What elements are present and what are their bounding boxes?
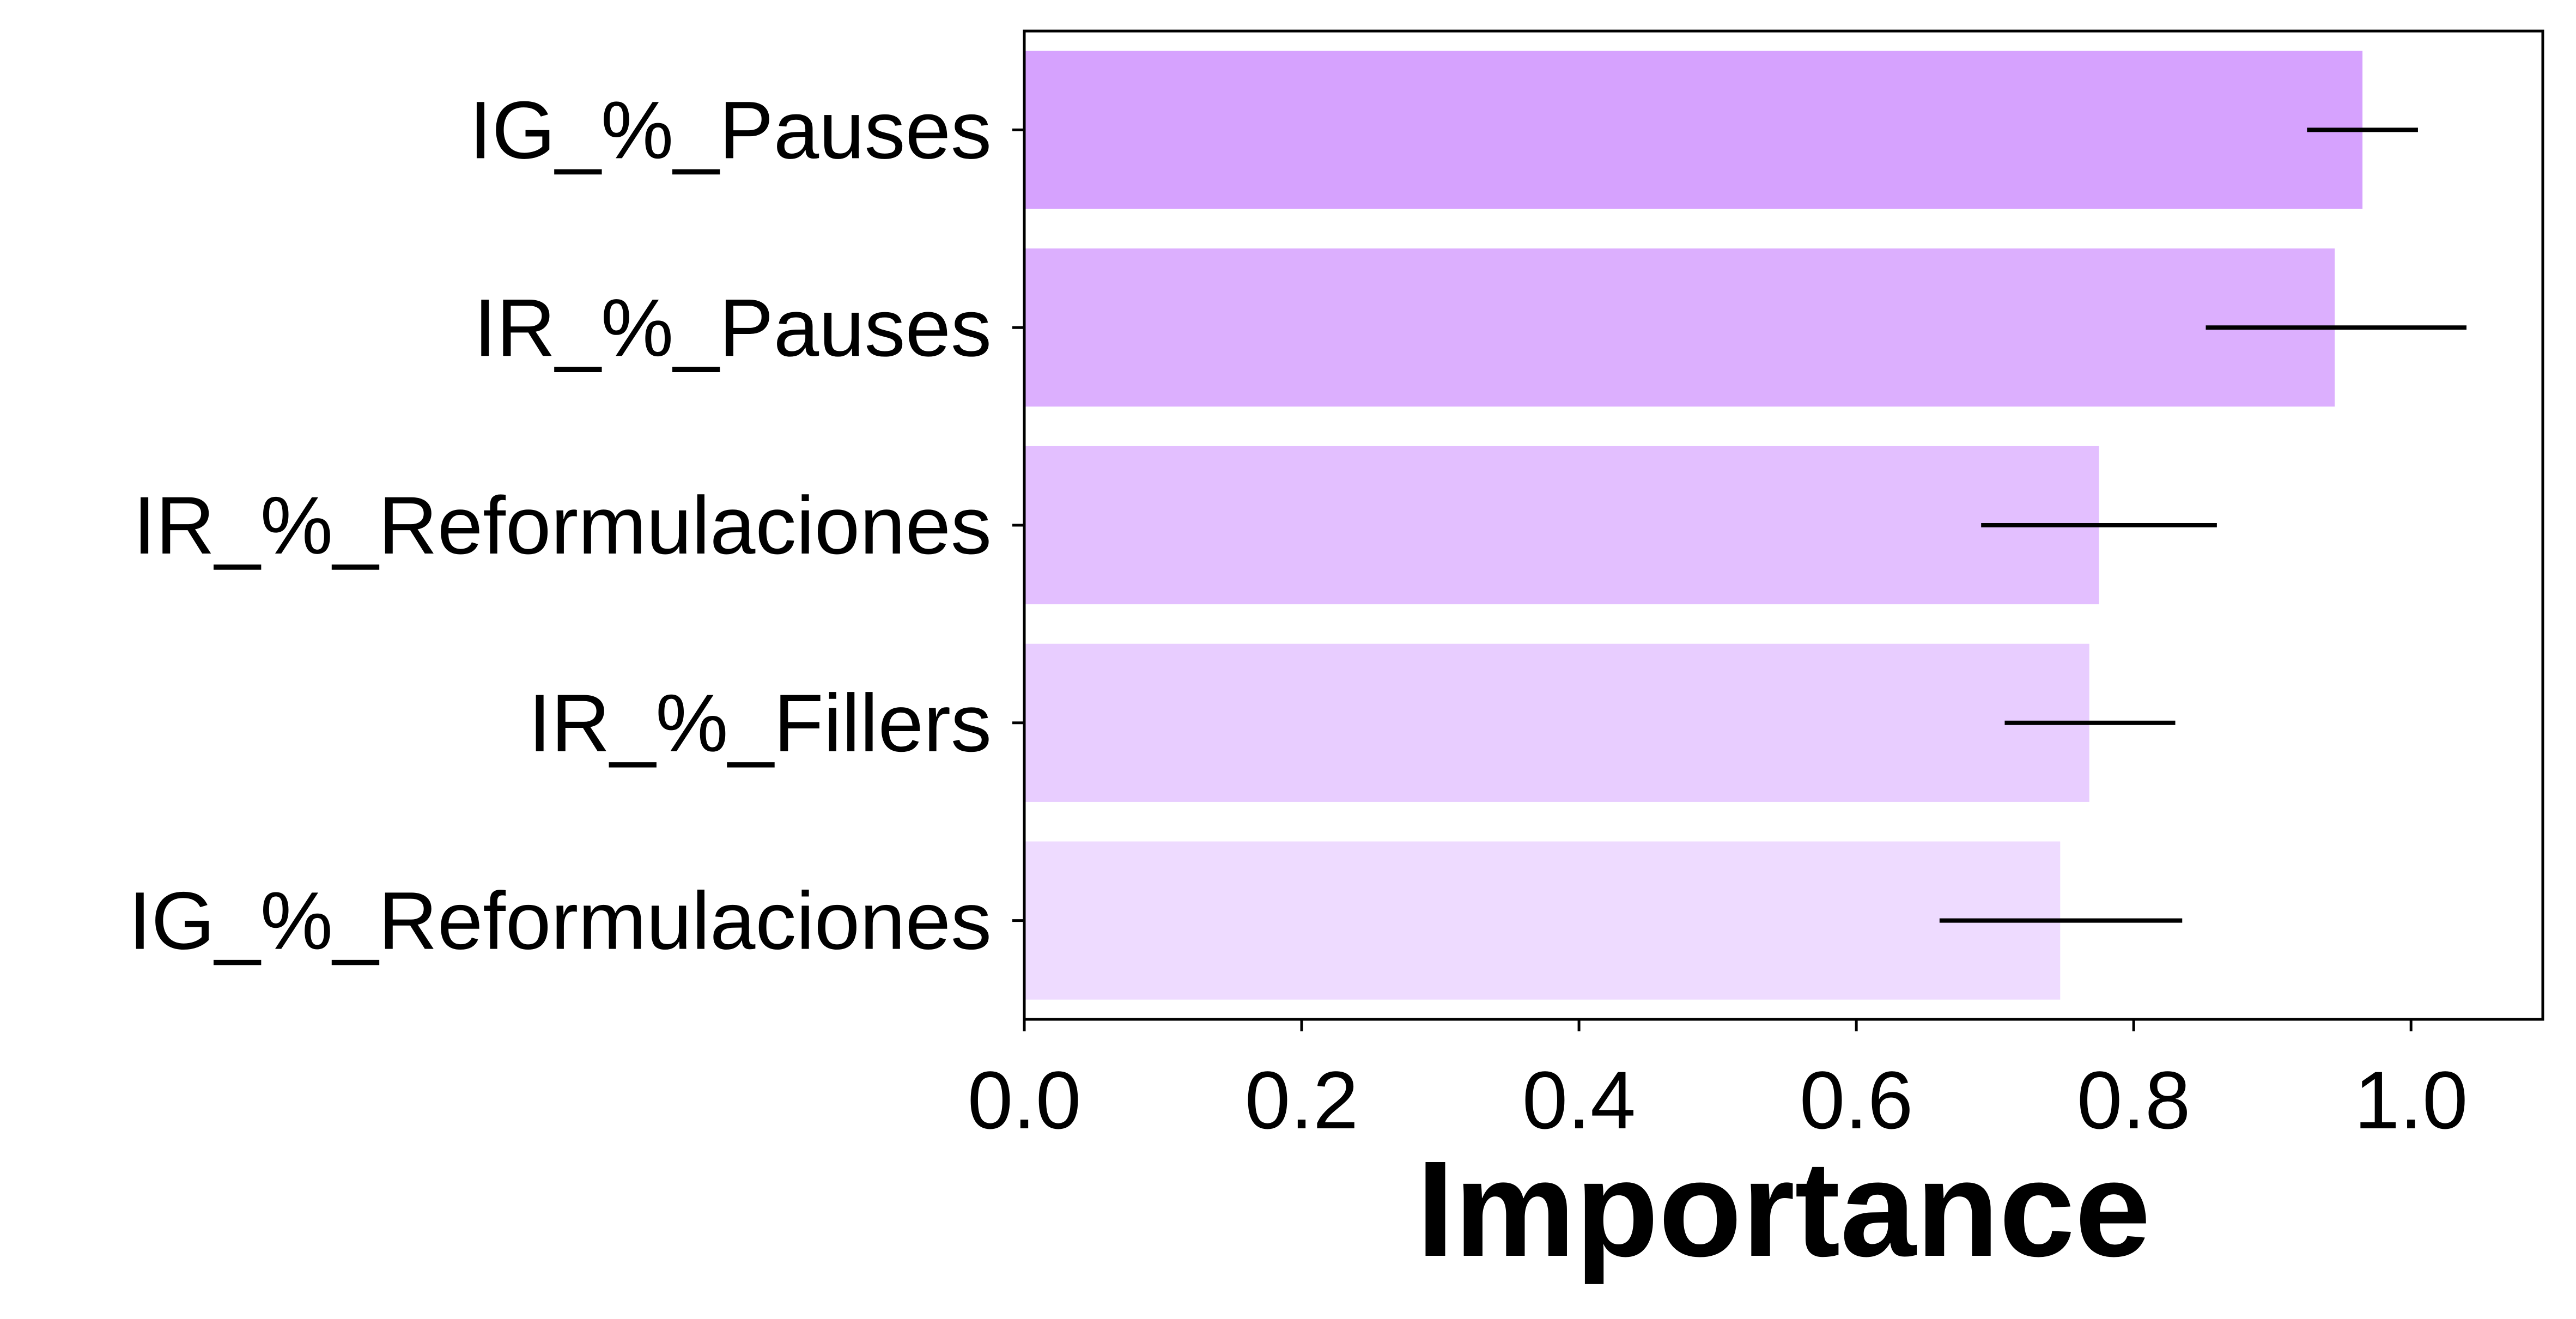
y-tick-label: IG_%_Pauses (469, 84, 992, 175)
bar (1024, 51, 2363, 209)
bar (1024, 446, 2099, 605)
x-tick-label: 0.0 (968, 1054, 1082, 1146)
x-tick-label: 1.0 (2354, 1054, 2468, 1146)
bars-layer (1024, 51, 2363, 1000)
x-tick-label: 0.6 (1800, 1054, 1913, 1146)
bar (1024, 248, 2335, 407)
y-tick-label: IG_%_Reformulaciones (129, 875, 992, 967)
x-tick-label: 0.2 (1245, 1054, 1359, 1146)
y-tick-label: IR_%_Pauses (473, 282, 992, 373)
y-tick-label: IR_%_Reformulaciones (133, 479, 992, 571)
bar (1024, 643, 2089, 802)
error-bars-layer (1939, 127, 2467, 923)
x-axis: 0.0 0.2 0.4 0.6 0.8 1.0 (968, 1019, 2468, 1146)
y-axis: IG_%_Pauses IR_%_Pauses IR_%_Reformulacion… (129, 84, 1024, 967)
bar (1024, 841, 2061, 1000)
x-tick-label: 0.8 (2077, 1054, 2191, 1146)
y-tick-label: IR_%_Fillers (528, 677, 992, 769)
x-tick-label: 0.4 (1522, 1054, 1636, 1146)
x-axis-title: Importance (1417, 1133, 2151, 1285)
